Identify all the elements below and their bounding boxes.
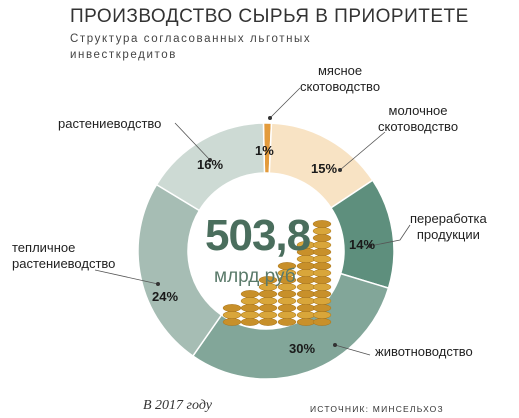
coin bbox=[258, 318, 278, 326]
pct-meat-cattle: 1% bbox=[255, 143, 274, 158]
coin bbox=[312, 283, 332, 291]
coin bbox=[258, 304, 278, 312]
coin bbox=[240, 290, 260, 298]
coin bbox=[312, 311, 332, 319]
source-note: ИСТОЧНИК: МИНСЕЛЬХОЗ bbox=[310, 404, 444, 414]
coin bbox=[277, 290, 297, 298]
coin bbox=[222, 304, 242, 312]
coin-stacks-illustration bbox=[222, 220, 332, 326]
pct-dairy-cattle: 15% bbox=[311, 161, 338, 176]
leader-dot-0 bbox=[268, 116, 272, 120]
leader-dot-1 bbox=[338, 168, 342, 172]
chart-title: ПРОИЗВОДСТВО СЫРЬЯ В ПРИОРИТЕТЕ bbox=[70, 6, 469, 27]
coin bbox=[258, 297, 278, 305]
coin bbox=[312, 290, 332, 298]
pct-crops: 16% bbox=[197, 157, 224, 172]
coin bbox=[222, 318, 242, 326]
coin bbox=[312, 297, 332, 305]
pct-livestock: 30% bbox=[289, 341, 316, 356]
coin bbox=[277, 311, 297, 319]
coin bbox=[312, 255, 332, 263]
coin bbox=[258, 276, 278, 284]
coin bbox=[312, 304, 332, 312]
chart-subtitle: Структура согласованных льготных инвестк… bbox=[70, 33, 312, 61]
coin bbox=[296, 262, 316, 270]
coin bbox=[277, 304, 297, 312]
leader-line-5 bbox=[174, 122, 211, 161]
coin bbox=[277, 297, 297, 305]
leader-dot-3 bbox=[333, 343, 337, 347]
leader-line-4 bbox=[94, 269, 159, 285]
coin bbox=[296, 304, 316, 312]
coin bbox=[277, 318, 297, 326]
coin bbox=[240, 311, 260, 319]
coin bbox=[296, 283, 316, 291]
coin bbox=[222, 311, 242, 319]
year-note: В 2017 году bbox=[143, 398, 212, 413]
pct-processing: 14% bbox=[349, 237, 376, 252]
label-meat-cattle: мясное скотоводство bbox=[300, 63, 381, 94]
coin bbox=[296, 318, 316, 326]
total-unit: млрд руб bbox=[214, 266, 296, 287]
coin bbox=[312, 248, 332, 256]
coin bbox=[240, 318, 260, 326]
coin bbox=[240, 297, 260, 305]
coin bbox=[240, 304, 260, 312]
label-livestock: животноводство bbox=[375, 344, 473, 359]
total-value: 503,8 bbox=[205, 211, 311, 260]
label-crops: растениеводство bbox=[58, 116, 162, 131]
label-dairy-cattle: молочное скотоводство bbox=[378, 103, 459, 134]
coin bbox=[312, 276, 332, 284]
coin bbox=[312, 262, 332, 270]
leader-line-0 bbox=[269, 87, 301, 119]
coin bbox=[312, 227, 332, 235]
coin bbox=[296, 269, 316, 277]
label-processing: переработка продукции bbox=[410, 211, 487, 242]
leader-dot-2 bbox=[368, 244, 372, 248]
coin bbox=[277, 262, 297, 270]
leader-line-2 bbox=[369, 224, 411, 247]
coin bbox=[296, 311, 316, 319]
coin bbox=[258, 290, 278, 298]
coin bbox=[258, 311, 278, 319]
coin bbox=[296, 290, 316, 298]
leader-dot-5 bbox=[208, 158, 212, 162]
leader-dot-4 bbox=[156, 282, 160, 286]
coin bbox=[312, 234, 332, 242]
coin bbox=[296, 297, 316, 305]
pct-greenhouse: 24% bbox=[152, 289, 179, 304]
leader-line-1 bbox=[339, 131, 386, 171]
label-greenhouse: тепличное растениеводство bbox=[12, 240, 116, 271]
coin bbox=[312, 220, 332, 228]
leader-line-3 bbox=[334, 344, 371, 356]
coin bbox=[312, 241, 332, 249]
coin bbox=[296, 276, 316, 284]
coin bbox=[312, 318, 332, 326]
coin bbox=[312, 269, 332, 277]
